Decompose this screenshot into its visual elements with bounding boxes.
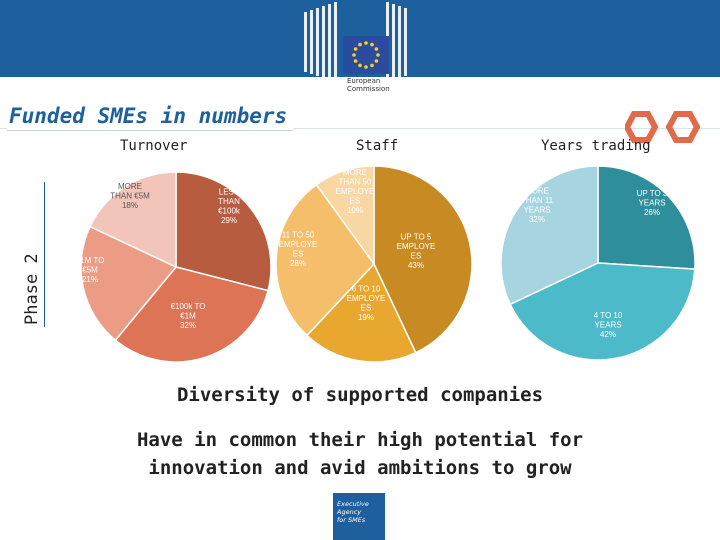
eu-star-icon xyxy=(370,42,374,47)
pie-slice-label: €1M TO €5M 21% xyxy=(76,256,105,284)
years-trading-heading: Years trading xyxy=(541,138,651,154)
pie-slice xyxy=(315,165,375,267)
page-title: Funded SMEs in numbers xyxy=(7,100,294,131)
eu-star-icon xyxy=(374,47,379,51)
eu-star-icon xyxy=(370,63,374,68)
pie-slice xyxy=(305,262,417,363)
pie-slice xyxy=(175,171,272,292)
hexagon-left xyxy=(625,111,659,143)
common-statement-line1: Have in common their high potential for xyxy=(136,429,584,451)
diversity-headline: Diversity of supported companies xyxy=(176,384,544,406)
pie-slice xyxy=(373,165,473,354)
eu-star-icon xyxy=(358,63,362,68)
easme-logo: Executive Agency for SMEs xyxy=(333,493,385,540)
easme-line3: for SMEs xyxy=(337,516,366,524)
logo-text: European Commission xyxy=(347,77,390,93)
easme-line2: Agency xyxy=(337,508,362,516)
eu-star-icon xyxy=(353,47,358,51)
title-rule xyxy=(0,128,720,129)
pie-slice xyxy=(89,171,177,269)
pie-slice-label: MORE THAN €5M 18% xyxy=(110,182,150,210)
pie-slice-label: MORE THAN 50 EMPLOYE ES 10% xyxy=(336,168,375,215)
logo-text-line2: Commission xyxy=(347,85,390,93)
pie-slice xyxy=(597,165,696,270)
eu-star-icon xyxy=(376,53,380,57)
pie-slice-label: €100k TO €1M 32% xyxy=(171,302,206,330)
staff-heading: Staff xyxy=(356,138,399,154)
easme-line1: Executive xyxy=(337,500,369,508)
logo-text-line1: European xyxy=(347,77,381,85)
turnover-heading: Turnover xyxy=(120,138,188,154)
pie-slice-label: 11 TO 50 EMPLOYE ES 28% xyxy=(279,231,318,269)
eu-star-icon xyxy=(364,41,368,45)
pie-slice xyxy=(114,266,269,363)
eu-star-icon xyxy=(358,42,362,47)
pie-slice-label: UP TO 3 YEARS 26% xyxy=(637,189,668,217)
hexagon-right xyxy=(665,111,701,143)
pie-slice-label: LESS THAN €100k 29% xyxy=(218,188,241,226)
eu-star-icon xyxy=(374,59,379,63)
european-commission-logo xyxy=(300,0,410,100)
common-statement-line2: innovation and avid ambitions to grow xyxy=(148,457,572,479)
pie-slice xyxy=(509,262,696,361)
pie-slice-label: 4 TO 10 YEARS 42% xyxy=(594,311,623,339)
pie-slice-label: MORE THAN 11 YEARS 32% xyxy=(521,187,554,225)
pie-slice-label: UP TO 5 EMPLOYE ES 43% xyxy=(397,233,436,271)
eu-star-icon xyxy=(353,59,358,63)
phase-divider xyxy=(44,182,45,327)
pie-slice xyxy=(275,183,375,337)
common-statement: Have in common their high potential for … xyxy=(0,426,720,482)
pie-slice-label: 6 TO 10 EMPLOYE ES 19% xyxy=(347,285,386,323)
eu-star-icon xyxy=(364,65,368,69)
eu-star-icon xyxy=(352,53,356,57)
hexagon-decoration xyxy=(625,111,701,143)
pie-slice xyxy=(500,165,599,306)
pie-slice xyxy=(80,225,178,342)
